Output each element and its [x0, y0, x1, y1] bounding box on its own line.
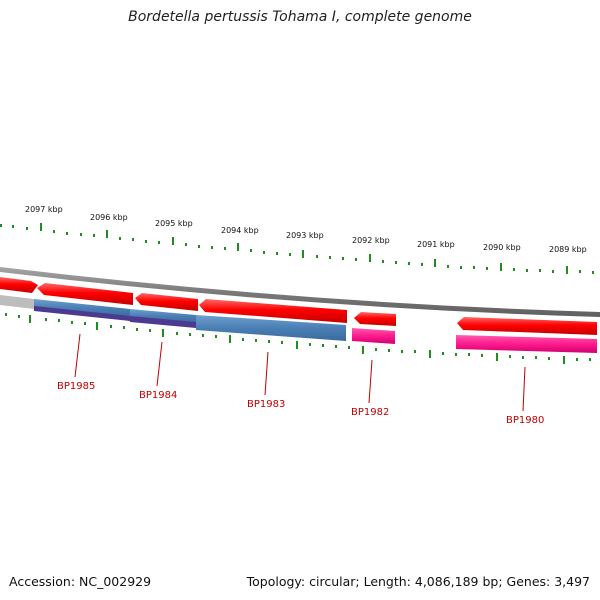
scale-label: 2089 kbp [549, 245, 587, 254]
scale-label: 2092 kbp [352, 236, 390, 245]
gene-block-blue[interactable] [130, 309, 196, 323]
gene-arrow-forward[interactable] [135, 293, 198, 311]
forward-strand-genes [0, 277, 597, 335]
scale-label: 2095 kbp [155, 219, 193, 228]
gene-labels: BP1985 BP1984 BP1983 BP1982 BP1980 [57, 381, 544, 426]
gene-label[interactable]: BP1983 [247, 399, 285, 410]
scale-label: 2097 kbp [25, 205, 63, 214]
scale-label: 2093 kbp [286, 231, 324, 240]
gene-label-leaders [74, 333, 526, 412]
accession-text: Accession: NC_002929 [9, 574, 152, 589]
gene-block-grey[interactable] [0, 295, 34, 309]
gene-label[interactable]: BP1980 [506, 415, 544, 426]
inner-scale-ticks [5, 313, 591, 364]
gene-label[interactable]: BP1985 [57, 381, 95, 392]
gene-block-purple[interactable] [130, 316, 196, 328]
gene-arrow-forward[interactable] [199, 299, 347, 323]
scale-label: 2096 kbp [90, 213, 128, 222]
gene-arrow-forward[interactable] [0, 277, 38, 293]
scale-labels: 2097 kbp 2096 kbp 2095 kbp 2094 kbp 2093… [25, 205, 587, 254]
gene-arrow-forward[interactable] [457, 317, 597, 335]
scale-label: 2091 kbp [417, 240, 455, 249]
map-title: Bordetella pertussis Tohama I, complete … [128, 9, 472, 25]
gene-block-blue[interactable] [34, 299, 130, 317]
gene-label[interactable]: BP1982 [351, 407, 389, 418]
reverse-strand-genes [0, 295, 597, 353]
gene-arrow-forward[interactable] [37, 283, 133, 305]
gene-block-blue[interactable] [196, 315, 346, 341]
gene-arrow-forward[interactable] [354, 312, 396, 326]
gene-block-purple[interactable] [34, 306, 130, 321]
gene-block-pink[interactable] [352, 328, 395, 344]
gene-block-pink[interactable] [456, 335, 597, 353]
genome-backbone [0, 267, 600, 317]
scale-label: 2090 kbp [483, 243, 521, 252]
scale-label: 2094 kbp [221, 226, 259, 235]
outer-scale-ticks [0, 223, 594, 274]
gene-label[interactable]: BP1984 [139, 390, 177, 401]
genome-summary-text: Topology: circular; Length: 4,086,189 bp… [246, 574, 590, 589]
